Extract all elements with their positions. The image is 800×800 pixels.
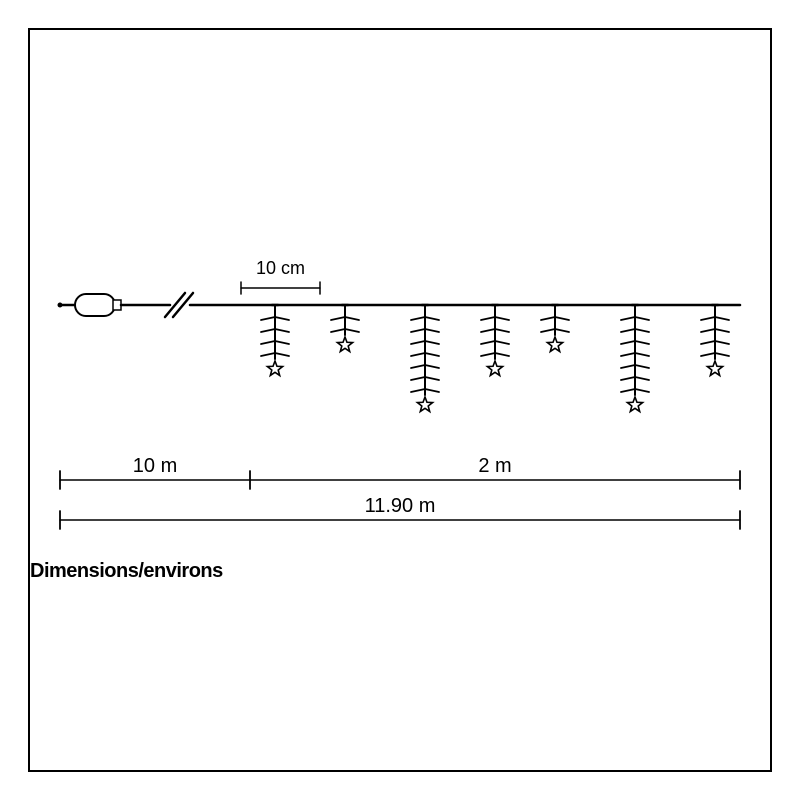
- svg-text:10 cm: 10 cm: [256, 258, 305, 278]
- svg-text:10 m: 10 m: [133, 455, 177, 477]
- svg-text:2 m: 2 m: [478, 455, 511, 477]
- caption-text: Dimensions/environs: [30, 560, 223, 583]
- svg-text:11.90 m: 11.90 m: [365, 495, 436, 517]
- diagram-svg: 10 cm 10 m 2 m 11.90 m: [0, 0, 800, 800]
